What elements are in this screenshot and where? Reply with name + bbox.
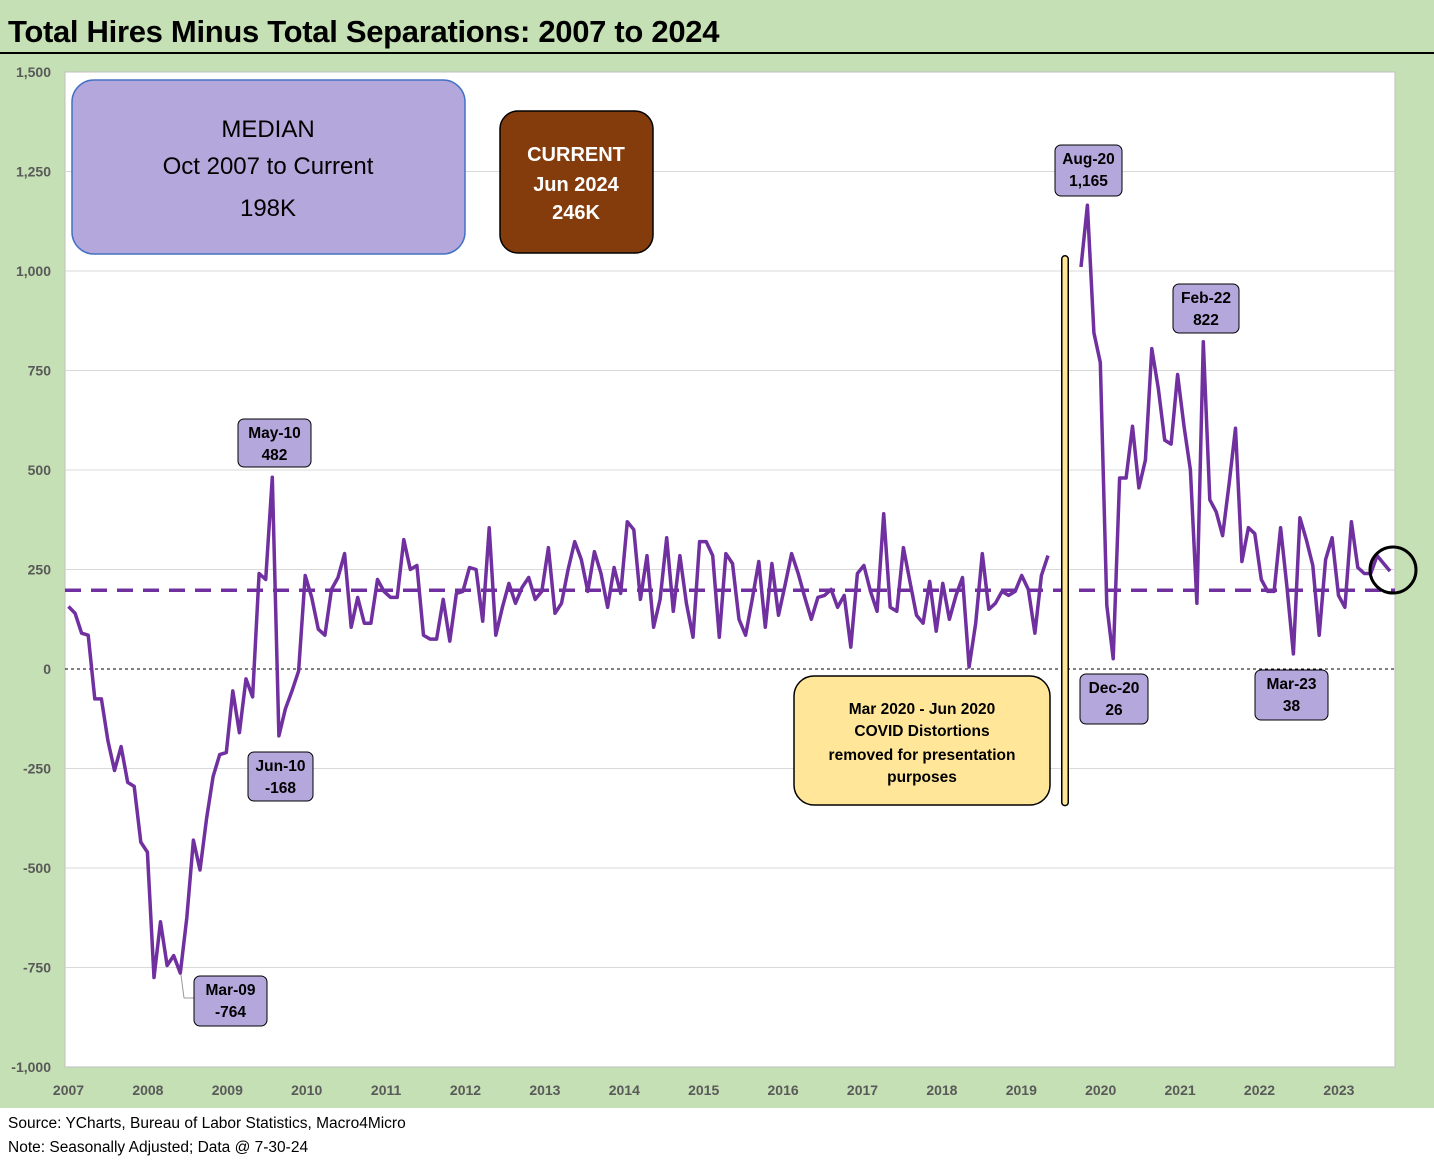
y-tick-label: 0 <box>43 661 51 677</box>
title-divider <box>0 52 1434 54</box>
y-tick-label: 1,000 <box>16 263 51 279</box>
covid-note-line: Mar 2020 - Jun 2020 <box>849 701 995 718</box>
footer-source: Source: YCharts, Bureau of Labor Statist… <box>8 1115 406 1132</box>
y-tick-label: 500 <box>28 462 52 478</box>
median-box-period: Oct 2007 to Current <box>163 153 374 180</box>
callout-label: Mar-09 <box>206 982 256 999</box>
x-tick-label: 2016 <box>768 1082 799 1098</box>
x-tick-label: 2009 <box>212 1082 243 1098</box>
x-axis: 2007 2008 2009 2010 2011 2012 2013 2014 2015 2016… <box>53 1082 1355 1098</box>
callout-value: 482 <box>262 447 288 464</box>
callout-box <box>237 418 312 468</box>
y-tick-label: 1,500 <box>16 64 51 80</box>
chart: 1,500 1,250 1,000 750 500 250 0 -250 -500 -750 -1,… <box>11 64 1418 1098</box>
callout-box <box>1172 283 1240 334</box>
callouts: Aug-20 1,165 Feb-22 822 May-10 482 Jun-10 -168 M… <box>193 144 1329 1027</box>
callout-mar-09: Mar-09 -764 <box>193 975 268 1027</box>
covid-note-line: removed for presentation <box>829 747 1016 764</box>
current-box-date: Jun 2024 <box>533 174 619 196</box>
callout-value: 38 <box>1283 698 1301 715</box>
median-box-title: MEDIAN <box>221 116 314 143</box>
current-value-marker <box>1368 545 1418 595</box>
callout-label: Jun-10 <box>256 758 306 775</box>
callout-label: May-10 <box>248 425 301 442</box>
y-tick-label: 250 <box>28 562 52 578</box>
x-tick-label: 2021 <box>1165 1082 1196 1098</box>
x-tick-label: 2013 <box>529 1082 560 1098</box>
y-tick-label: -1,000 <box>11 1059 51 1075</box>
median-box: MEDIAN Oct 2007 to Current 198K <box>71 79 466 255</box>
x-tick-label: 2014 <box>609 1082 640 1098</box>
series-line-segment <box>1079 203 1392 661</box>
callout-may-10: May-10 482 <box>237 418 312 468</box>
callout-dec-20: Dec-20 26 <box>1079 673 1149 725</box>
x-tick-label: 2007 <box>53 1082 84 1098</box>
x-tick-label: 2022 <box>1244 1082 1275 1098</box>
footer-note: Note: Seasonally Adjusted; Data @ 7-30-2… <box>8 1139 309 1156</box>
footer: Source: YCharts, Bureau of Labor Statist… <box>0 1108 1434 1162</box>
callout-label: Aug-20 <box>1062 151 1115 168</box>
callout-box <box>193 975 268 1027</box>
callout-label: Feb-22 <box>1181 290 1231 307</box>
callout-jun-10: Jun-10 -168 <box>247 751 314 802</box>
x-tick-label: 2023 <box>1323 1082 1354 1098</box>
x-tick-label: 2015 <box>688 1082 719 1098</box>
callout-value: 26 <box>1105 702 1123 719</box>
y-tick-label: 750 <box>28 363 52 379</box>
x-tick-label: 2017 <box>847 1082 878 1098</box>
callout-box <box>247 751 314 802</box>
current-box-value: 246K <box>552 202 600 224</box>
callout-label: Mar-23 <box>1267 676 1317 693</box>
y-tick-label: -500 <box>23 860 51 876</box>
covid-note-line: purposes <box>887 769 957 786</box>
x-tick-label: 2020 <box>1085 1082 1116 1098</box>
series-hires-minus-separations <box>67 203 1392 980</box>
callout-label: Dec-20 <box>1089 680 1140 697</box>
series-line-segment <box>67 475 1050 980</box>
y-axis: 1,500 1,250 1,000 750 500 250 0 -250 -500 -750 -1,… <box>11 64 51 1075</box>
callout-value: 822 <box>1193 312 1219 329</box>
callout-leader <box>180 974 185 999</box>
callout-aug-20: Aug-20 1,165 <box>1054 144 1123 197</box>
callout-value: -764 <box>215 1004 246 1021</box>
y-tick-label: 1,250 <box>16 164 51 180</box>
current-box: CURRENT Jun 2024 246K <box>499 110 654 254</box>
median-box-value: 198K <box>240 195 296 222</box>
x-tick-label: 2008 <box>132 1082 163 1098</box>
x-tick-label: 2010 <box>291 1082 322 1098</box>
x-tick-label: 2019 <box>1006 1082 1037 1098</box>
callout-box <box>1079 673 1149 725</box>
callout-mar-23: Mar-23 38 <box>1254 669 1329 721</box>
y-tick-label: -250 <box>23 761 51 777</box>
callout-value: -168 <box>265 780 296 797</box>
callout-box <box>1254 669 1329 721</box>
callout-box <box>1054 144 1123 197</box>
x-tick-label: 2012 <box>450 1082 481 1098</box>
covid-note-box: Mar 2020 - Jun 2020 COVID Distortions re… <box>793 675 1051 806</box>
x-tick-label: 2018 <box>926 1082 957 1098</box>
current-box-title: CURRENT <box>527 144 625 166</box>
page-title: Total Hires Minus Total Separations: 200… <box>8 14 720 49</box>
callout-feb-22: Feb-22 822 <box>1172 283 1240 334</box>
callout-value: 1,165 <box>1069 173 1108 190</box>
covid-note-line: COVID Distortions <box>854 723 989 740</box>
x-tick-label: 2011 <box>371 1082 402 1098</box>
y-tick-label: -750 <box>23 960 51 976</box>
